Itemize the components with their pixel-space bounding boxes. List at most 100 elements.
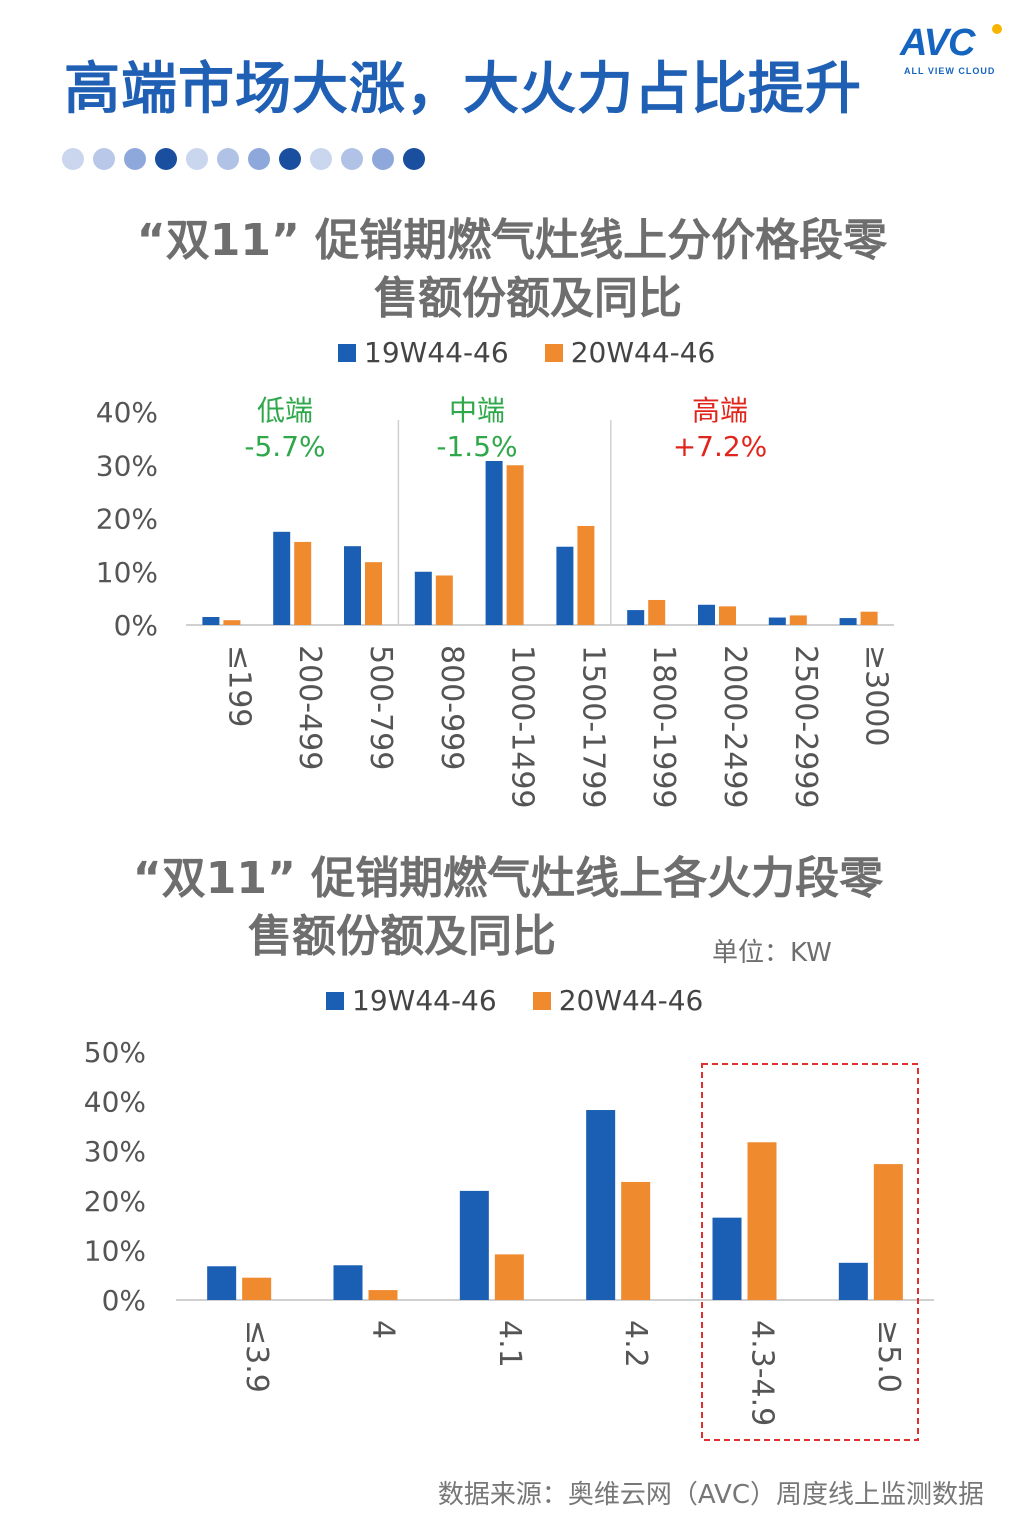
dot-icon xyxy=(372,148,394,170)
x-tick-label: 4.1 xyxy=(492,1320,527,1368)
dot-icon xyxy=(155,148,177,170)
bar-series1 xyxy=(768,617,786,625)
page-title: 高端市场大涨，大火力占比提升 xyxy=(64,57,862,122)
bar-series2 xyxy=(494,1254,524,1300)
dot-icon xyxy=(403,148,425,170)
bar-series1 xyxy=(414,571,432,625)
bar-series1 xyxy=(838,1262,868,1300)
legend-swatch-orange xyxy=(532,991,551,1010)
legend-swatch-orange xyxy=(544,343,563,362)
chart1-title-line1: “双11” 促销期燃气灶线上分价格段零 xyxy=(136,215,888,266)
x-tick-label: ≥3000 xyxy=(859,645,894,746)
x-tick-label: 4.3-4.9 xyxy=(745,1320,780,1426)
x-tick-label: 4.2 xyxy=(618,1320,653,1368)
data-source-note: 数据来源：奥维云网（AVC）周度线上监测数据 xyxy=(437,1480,984,1510)
y-tick-label: 10% xyxy=(96,556,158,589)
segment-label: 高端 xyxy=(692,394,748,427)
avc-logo: AVC ALL VIEW CLOUD xyxy=(900,22,1010,82)
x-tick-label: 1000-1499 xyxy=(505,645,540,809)
chart1-legend: 19W44-46 20W44-46 xyxy=(338,336,715,369)
bar-series2 xyxy=(365,562,382,625)
chart1-title-line2: 售额份额及同比 xyxy=(374,273,682,324)
y-tick-label: 50% xyxy=(84,1036,146,1069)
chart1-legend-item-1: 19W44-46 xyxy=(338,336,509,369)
bar-series2 xyxy=(747,1142,777,1300)
x-tick-label: 200-499 xyxy=(292,645,327,770)
bar-series2 xyxy=(368,1290,398,1300)
bar-series2 xyxy=(294,541,312,625)
dot-icon xyxy=(310,148,332,170)
x-tick-label: 500-799 xyxy=(363,645,398,770)
chart2-unit-note: 单位：KW xyxy=(712,938,832,968)
y-tick-label: 0% xyxy=(114,609,158,642)
y-tick-label: 40% xyxy=(96,396,158,429)
bar-series2 xyxy=(860,611,878,625)
bar-series2 xyxy=(435,575,453,625)
chart1-legend-item-2: 20W44-46 xyxy=(544,336,716,369)
bar-series1 xyxy=(586,1110,616,1300)
bar-series1 xyxy=(202,617,220,625)
chart2-legend-label-2: 20W44-46 xyxy=(558,984,704,1017)
dot-icon xyxy=(186,148,208,170)
x-tick-label: 800-999 xyxy=(434,645,469,770)
dot-icon xyxy=(124,148,146,170)
segment-change: -5.7% xyxy=(244,430,325,463)
bar-series2 xyxy=(789,615,807,625)
bar-series1 xyxy=(459,1190,489,1300)
bar-series1 xyxy=(712,1217,742,1300)
x-tick-label: 4 xyxy=(366,1320,401,1339)
logo-dot-icon xyxy=(992,24,1002,34)
bar-series1 xyxy=(698,604,715,625)
bar-series1 xyxy=(207,1266,237,1300)
logo-subtitle: ALL VIEW CLOUD xyxy=(904,66,996,76)
y-tick-label: 0% xyxy=(102,1284,146,1317)
dot-icon xyxy=(341,148,363,170)
legend-swatch-blue xyxy=(326,991,344,1010)
bar-series2 xyxy=(873,1164,903,1300)
x-tick-label: 1800-1999 xyxy=(646,645,681,809)
dot-icon xyxy=(248,148,270,170)
y-tick-label: 30% xyxy=(96,449,158,482)
decorative-dots xyxy=(62,148,425,170)
x-tick-label: 2000-2499 xyxy=(717,645,752,809)
dot-icon xyxy=(279,148,301,170)
chart2-legend-label-1: 19W44-46 xyxy=(352,984,497,1017)
chart2-legend: 19W44-46 20W44-46 xyxy=(326,984,703,1017)
x-tick-label: ≤3.9 xyxy=(239,1320,274,1393)
x-tick-label: 1500-1799 xyxy=(575,645,610,809)
bar-series1 xyxy=(485,460,503,625)
highlight-box xyxy=(701,1063,919,1441)
logo-text: AVC xyxy=(900,22,975,64)
bar-series1 xyxy=(839,618,857,625)
x-tick-label: ≤199 xyxy=(221,645,256,727)
dot-icon xyxy=(217,148,239,170)
dot-icon xyxy=(93,148,115,170)
bar-series1 xyxy=(627,610,645,625)
chart1-legend-label-1: 19W44-46 xyxy=(364,336,509,369)
bar-series2 xyxy=(242,1277,272,1300)
chart2-legend-item-1: 19W44-46 xyxy=(326,984,497,1017)
y-tick-label: 20% xyxy=(96,503,158,536)
chart1-legend-label-2: 20W44-46 xyxy=(570,336,716,369)
y-tick-label: 10% xyxy=(84,1234,146,1267)
dot-icon xyxy=(62,148,84,170)
bar-series1 xyxy=(273,531,291,625)
segment-change: +7.2% xyxy=(673,430,768,463)
bar-series2 xyxy=(577,525,595,625)
x-tick-label: ≥5.0 xyxy=(871,1320,906,1393)
bar-series2 xyxy=(621,1181,651,1300)
legend-swatch-blue xyxy=(338,343,356,362)
chart2-title-line1: “双11” 促销期燃气灶线上各火力段零 xyxy=(132,853,884,904)
bar-series2 xyxy=(719,606,736,625)
segment-label: 低端 xyxy=(257,394,313,427)
x-tick-label: 2500-2999 xyxy=(788,645,823,809)
chart2-title-line2: 售额份额及同比 xyxy=(248,911,556,962)
bar-series2 xyxy=(506,465,524,625)
y-tick-label: 30% xyxy=(84,1135,146,1168)
y-tick-label: 20% xyxy=(84,1185,146,1218)
bar-series2 xyxy=(648,599,666,625)
y-tick-label: 40% xyxy=(84,1086,146,1119)
segment-label: 中端 xyxy=(449,394,505,427)
bar-series1 xyxy=(344,546,361,625)
